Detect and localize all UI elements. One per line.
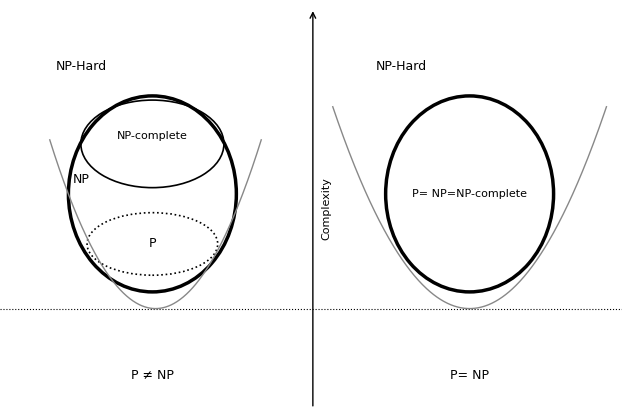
Text: P: P xyxy=(149,237,156,251)
Text: Complexity: Complexity xyxy=(321,177,331,240)
Text: NP: NP xyxy=(72,173,90,186)
Text: P= NP: P= NP xyxy=(450,369,489,382)
Text: P ≠ NP: P ≠ NP xyxy=(131,369,174,382)
Text: P= NP=NP-complete: P= NP=NP-complete xyxy=(412,189,527,199)
Text: NP-Hard: NP-Hard xyxy=(55,60,106,73)
Text: NP-Hard: NP-Hard xyxy=(376,60,427,73)
Text: NP-complete: NP-complete xyxy=(117,131,188,141)
